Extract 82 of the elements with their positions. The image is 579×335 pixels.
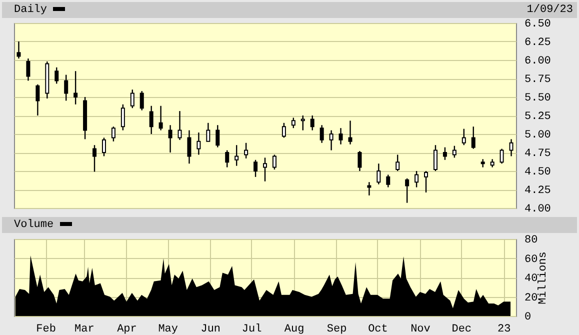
candlestick (424, 170, 428, 194)
candlestick (111, 126, 116, 142)
candlestick (216, 124, 220, 148)
candlestick (348, 120, 352, 145)
y-tick-label: 0 (524, 312, 532, 324)
candlestick (187, 130, 192, 164)
candlestick (120, 104, 125, 131)
y-tick-label: 4.25 (524, 185, 551, 197)
candlestick (54, 66, 59, 84)
candlestick (178, 110, 182, 141)
candlestick (26, 58, 30, 82)
x-tick-label: Jun (200, 324, 221, 335)
candlestick (329, 130, 334, 151)
candlestick (36, 84, 40, 116)
candlestick (64, 74, 68, 102)
y-tick-label: 5.50 (524, 92, 551, 104)
y-axis-title: Millions (538, 252, 550, 304)
candlestick (300, 114, 305, 131)
candlestick (396, 154, 400, 172)
x-tick-label: Dec (452, 324, 472, 335)
candlestick (414, 170, 419, 188)
candlestick (244, 142, 248, 160)
y-tick-label: 60 (524, 254, 538, 266)
text: 1/09/23 (526, 3, 573, 18)
candlestick (102, 137, 106, 157)
candlestick (310, 114, 314, 131)
candlestick (272, 154, 276, 170)
candlestick (452, 145, 456, 158)
candlestick (376, 163, 381, 185)
candlestick (168, 124, 172, 154)
y-tick-label: 6.25 (524, 37, 551, 49)
chart-title: Volume (14, 218, 55, 233)
candlestick (358, 150, 362, 172)
candlestick (196, 132, 201, 156)
candlestick (225, 150, 230, 168)
x-tick-label: Mar (74, 324, 94, 335)
x-tick-label: May (158, 324, 178, 335)
y-tick-label: 4.00 (524, 204, 551, 216)
y-tick-label: 20 (524, 292, 538, 304)
candlestick (92, 144, 97, 172)
y-tick-label: 5.75 (524, 74, 551, 86)
candlestick (480, 158, 485, 168)
candlestick (16, 40, 21, 60)
candlestick (234, 144, 239, 166)
candlestick (74, 70, 78, 105)
candlestick (320, 124, 324, 144)
x-tick-label: Feb (36, 324, 56, 335)
x-tick-label: Apr (117, 324, 137, 335)
candlestick (263, 157, 267, 182)
candlestick (386, 174, 390, 188)
chart-title: Daily (14, 3, 48, 18)
candlestick (282, 122, 286, 138)
x-tick-label: Oct (368, 324, 388, 335)
candlestick (471, 126, 476, 150)
candlestick (367, 182, 372, 196)
candlestick (254, 159, 258, 178)
x-tick-label: Nov (410, 324, 431, 335)
x-tick-label: Jul (242, 324, 262, 335)
candlestick (206, 122, 210, 142)
candlestick (433, 144, 438, 172)
candlestick (442, 146, 447, 160)
candlestick (291, 117, 296, 129)
candlestick (500, 148, 504, 164)
y-tick-label: 4.50 (524, 166, 551, 178)
y-tick-label: 6.00 (524, 56, 551, 68)
candlestick (149, 105, 154, 135)
y-tick-label: 4.75 (524, 148, 551, 160)
candlestick (405, 178, 410, 204)
candlestick (158, 105, 163, 131)
y-tick-label: 5.25 (524, 111, 551, 123)
x-tick-label: Aug (284, 324, 304, 335)
y-tick-label: 5.00 (524, 130, 551, 142)
y-tick-label: 80 (524, 234, 538, 246)
y-tick-label: 40 (524, 273, 538, 285)
x-tick-label: 23 (498, 324, 511, 335)
candlestick (462, 128, 466, 146)
y-tick-label: 6.50 (524, 18, 551, 30)
x-tick-label: Sep (326, 324, 347, 335)
candlestick (509, 138, 514, 157)
candlestick (140, 90, 144, 111)
candlestick (338, 127, 343, 145)
candlestick (130, 89, 134, 109)
